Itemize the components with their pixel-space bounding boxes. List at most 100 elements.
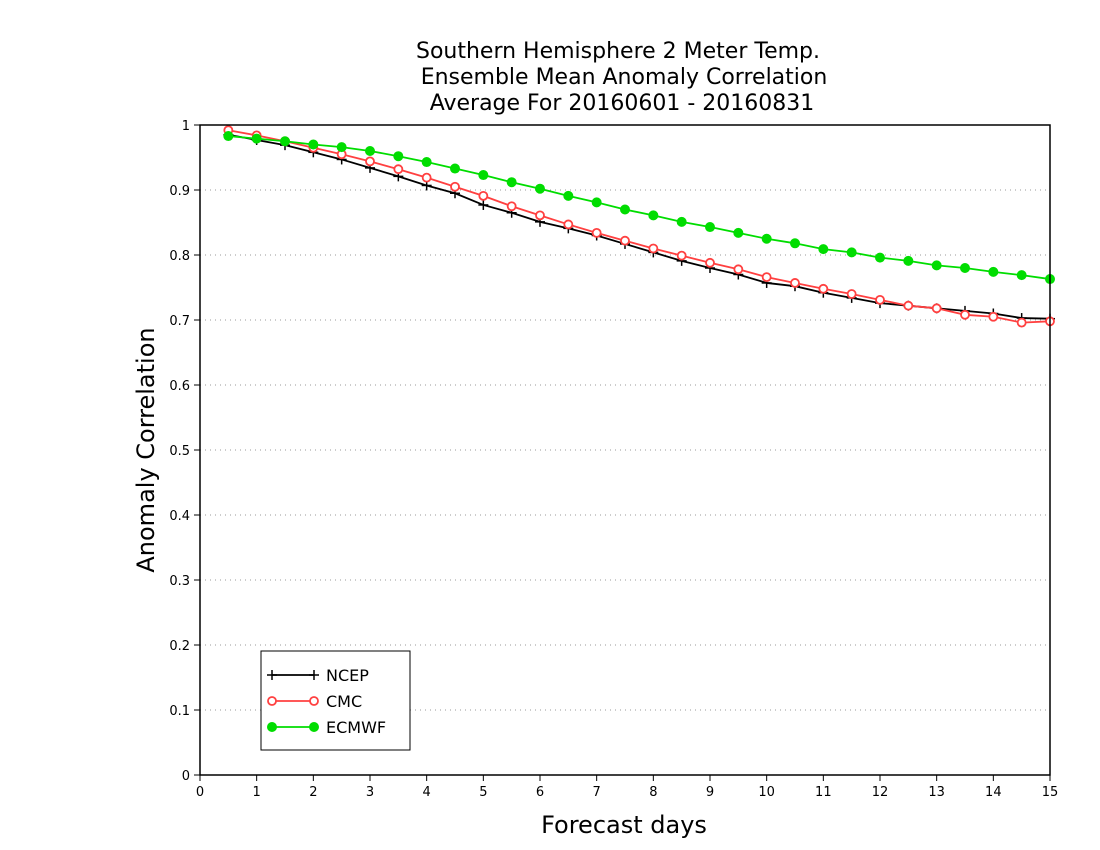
data-point-ecmwf <box>421 157 432 168</box>
data-point-ecmwf <box>1016 270 1027 281</box>
data-point-cmc <box>960 309 970 320</box>
y-axis-title: Anomaly Correlation <box>132 327 160 572</box>
x-tick-label: 1 <box>253 785 261 800</box>
data-point-ecmwf <box>478 170 489 181</box>
plot-frame <box>199 124 1051 776</box>
data-point-cmc <box>591 227 602 238</box>
data-point-ecmwf <box>988 266 999 277</box>
y-tick-label: 0.6 <box>169 379 190 394</box>
data-point-cmc <box>790 278 800 288</box>
data-point-ecmwf <box>818 244 829 255</box>
x-tick-label: 0 <box>196 785 204 800</box>
data-point-ecmwf <box>960 263 970 273</box>
data-point-ecmwf <box>336 142 347 153</box>
legend-marker-ncep <box>267 670 277 680</box>
chart-title-line-2: Ensemble Mean Anomaly Correlation <box>421 65 828 90</box>
x-tick-label: 10 <box>758 785 775 800</box>
data-point-cmc <box>393 164 404 175</box>
data-point-ecmwf <box>790 238 800 249</box>
data-point-cmc <box>846 289 857 299</box>
data-point-cmc <box>761 272 772 283</box>
data-point-ecmwf <box>875 252 885 263</box>
series-ncep <box>223 129 1055 324</box>
data-point-ecmwf <box>648 210 659 221</box>
data-point-ecmwf <box>620 204 630 215</box>
series-line-cmc <box>228 129 1051 324</box>
data-point-cmc <box>478 190 489 201</box>
series-cmc <box>223 125 1055 328</box>
legend-marker-ecmwf <box>267 722 277 732</box>
y-tick-label: 0.9 <box>169 184 190 199</box>
x-tick-label: 5 <box>479 785 487 800</box>
data-point-cmc <box>648 243 659 254</box>
data-point-ecmwf <box>280 136 290 147</box>
x-tick-label: 7 <box>593 785 601 800</box>
data-point-ecmwf <box>903 255 914 266</box>
data-point-ecmwf <box>223 131 234 142</box>
data-point-ecmwf <box>733 227 744 238</box>
legend-label-ecmwf: ECMWF <box>326 718 386 737</box>
x-tick-label: 9 <box>706 785 714 800</box>
data-point-ecmwf <box>308 139 319 150</box>
y-tick-label: 0.8 <box>169 249 190 264</box>
data-point-cmc <box>450 181 460 192</box>
data-point-ecmwf <box>931 260 942 271</box>
y-axis-ticks: 0 0.1 0.2 0.3 0.4 0.5 0.6 0.7 0.8 0.9 1 <box>169 119 200 784</box>
data-point-ecmwf <box>251 133 262 144</box>
x-tick-label: 14 <box>985 785 1002 800</box>
y-tick-label: 0.3 <box>169 574 190 589</box>
x-tick-label: 2 <box>309 785 317 800</box>
x-tick-label: 4 <box>423 785 431 800</box>
data-point-cmc <box>705 257 715 268</box>
data-point-ecmwf <box>365 146 375 156</box>
x-tick-label: 8 <box>649 785 657 800</box>
legend-label-ncep: NCEP <box>326 666 369 685</box>
data-point-cmc <box>620 235 630 246</box>
y-tick-label: 1 <box>182 119 190 134</box>
x-tick-label: 15 <box>1042 785 1059 800</box>
x-tick-label: 6 <box>536 785 544 800</box>
data-point-ecmwf <box>563 190 574 201</box>
data-point-ecmwf <box>761 233 772 244</box>
chart-title-line-1: Southern Hemisphere 2 Meter Temp. <box>416 39 820 64</box>
data-point-ecmwf <box>591 197 602 208</box>
data-point-cmc <box>676 250 687 261</box>
legend: NCEP CMC ECMWF <box>260 650 411 751</box>
data-point-ecmwf <box>450 163 460 174</box>
series-line-ncep <box>228 133 1051 320</box>
chart-title: Southern Hemisphere 2 Meter Temp. Ensemb… <box>416 39 827 116</box>
data-point-ecmwf <box>705 222 715 233</box>
data-point-ncep <box>478 199 489 210</box>
legend-marker-cmc <box>309 696 319 706</box>
data-point-cmc <box>818 283 829 294</box>
data-point-ecmwf <box>535 183 545 194</box>
legend-marker-ncep <box>309 670 319 680</box>
data-point-cmc <box>733 264 744 275</box>
data-series <box>223 125 1055 328</box>
y-tick-label: 0.1 <box>169 704 190 719</box>
series-ecmwf <box>223 131 1055 285</box>
y-tick-label: 0.2 <box>169 639 190 654</box>
data-point-ecmwf <box>506 177 517 188</box>
x-axis-ticks: 0 1 2 3 4 5 6 7 8 9 10 11 12 13 14 15 <box>196 775 1058 800</box>
data-point-cmc <box>903 300 914 311</box>
legend-label-cmc: CMC <box>326 692 362 711</box>
legend-marker-ecmwf <box>309 722 319 732</box>
y-tick-label: 0.7 <box>169 314 190 329</box>
data-point-ecmwf <box>676 216 687 227</box>
legend-marker-cmc <box>267 696 277 706</box>
data-point-ecmwf <box>846 247 857 258</box>
y-tick-label: 0 <box>182 769 190 784</box>
x-tick-label: 13 <box>928 785 945 800</box>
data-point-cmc <box>365 156 375 167</box>
x-tick-label: 3 <box>366 785 374 800</box>
data-point-cmc <box>563 219 574 230</box>
gridlines <box>200 189 1050 711</box>
y-tick-label: 0.5 <box>169 444 190 459</box>
data-point-cmc <box>506 201 517 212</box>
x-axis-title: Forecast days <box>541 811 707 839</box>
x-tick-label: 11 <box>815 785 832 800</box>
data-point-cmc <box>988 311 999 322</box>
data-point-ecmwf <box>393 151 404 162</box>
